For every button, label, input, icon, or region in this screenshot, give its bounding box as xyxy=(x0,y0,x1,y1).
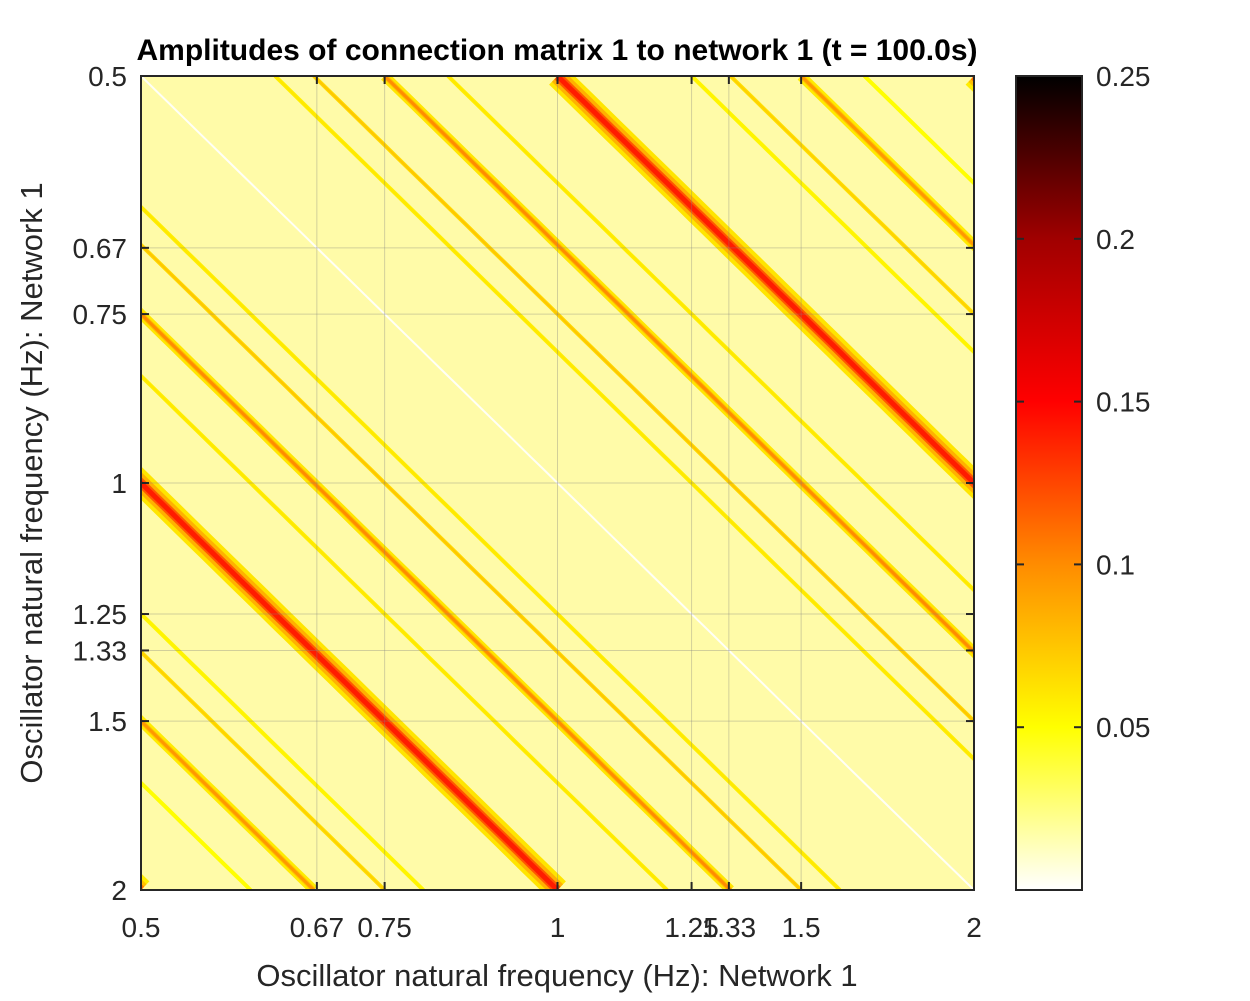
y-tick-label: 1.33 xyxy=(73,635,128,666)
heatmap-ridge xyxy=(141,242,803,890)
colorbar-tick-label: 0.25 xyxy=(1096,61,1151,92)
heatmap-plot-area: 0.5 0.67 0.75 1 1.251.33 1.5 2 0.50.670.7511.2… xyxy=(73,61,982,943)
x-tick-label: 2 xyxy=(966,912,982,943)
heatmap-ridge xyxy=(797,76,974,252)
heatmap-ridge xyxy=(690,76,974,355)
y-axis-label: Oscillator natural frequency (Hz): Netwo… xyxy=(14,182,49,783)
heatmap-ridge xyxy=(729,76,974,317)
y-tick-label: 0.67 xyxy=(73,233,128,264)
colorbar-ticks: 0.05 0.1 0.15 0.2 0.25 xyxy=(1016,61,1151,743)
x-tick-label: 0.67 xyxy=(290,912,345,943)
x-tick-label: 0.5 xyxy=(122,912,161,943)
colorbar-gradient xyxy=(1016,76,1082,890)
y-tick-label: 0.5 xyxy=(88,61,127,92)
heatmap-ridge xyxy=(549,76,974,500)
heatmap-ridge xyxy=(273,76,974,762)
heatmap-ridge xyxy=(141,714,318,890)
x-axis-ticks: 0.5 0.67 0.75 1 1.251.33 1.5 2 xyxy=(122,76,982,943)
colorbar-tick-label: 0.2 xyxy=(1096,224,1135,255)
heatmap-ridge xyxy=(312,76,974,724)
x-tick-label: 0.75 xyxy=(357,912,412,943)
heatmap-ridge xyxy=(446,76,974,593)
x-tick-label: 1.25 xyxy=(664,912,719,943)
colorbar-frame xyxy=(1015,75,1083,891)
y-axis-ticks: 0.5 0.67 0.75 1 1.25 1.33 1.5 2 xyxy=(73,61,974,906)
heatmap-ridge xyxy=(141,76,974,890)
x-tick-label: 1 xyxy=(550,912,566,943)
colorbar: 0.05 0.1 0.15 0.2 0.25 xyxy=(1015,61,1151,891)
y-tick-label: 1.5 xyxy=(88,706,127,737)
y-tick-label: 2 xyxy=(111,875,127,906)
x-axis-label: Oscillator natural frequency (Hz): Netwo… xyxy=(256,958,857,993)
x-tick-label: 1.33 xyxy=(702,912,757,943)
heatmap-cells xyxy=(141,76,974,890)
heatmap-ridge xyxy=(141,373,669,890)
colorbar-tick-label: 0.05 xyxy=(1096,712,1151,743)
heatmap-ridge xyxy=(141,204,842,890)
x-tick-label: 1.5 xyxy=(782,912,821,943)
colorbar-tick-label: 0.15 xyxy=(1096,387,1151,418)
heatmap-ridge xyxy=(381,76,974,659)
heatmap-ridge xyxy=(141,649,387,890)
y-tick-label: 0.75 xyxy=(73,299,128,330)
heatmap-ridge xyxy=(141,466,566,890)
y-tick-label: 1 xyxy=(111,468,127,499)
colorbar-tick-label: 0.1 xyxy=(1096,549,1135,580)
heatmap-ridge xyxy=(141,307,734,890)
y-tick-label: 1.25 xyxy=(73,599,128,630)
heatmap-ridge xyxy=(141,611,425,890)
chart-title: Amplitudes of connection matrix 1 to net… xyxy=(136,34,977,67)
